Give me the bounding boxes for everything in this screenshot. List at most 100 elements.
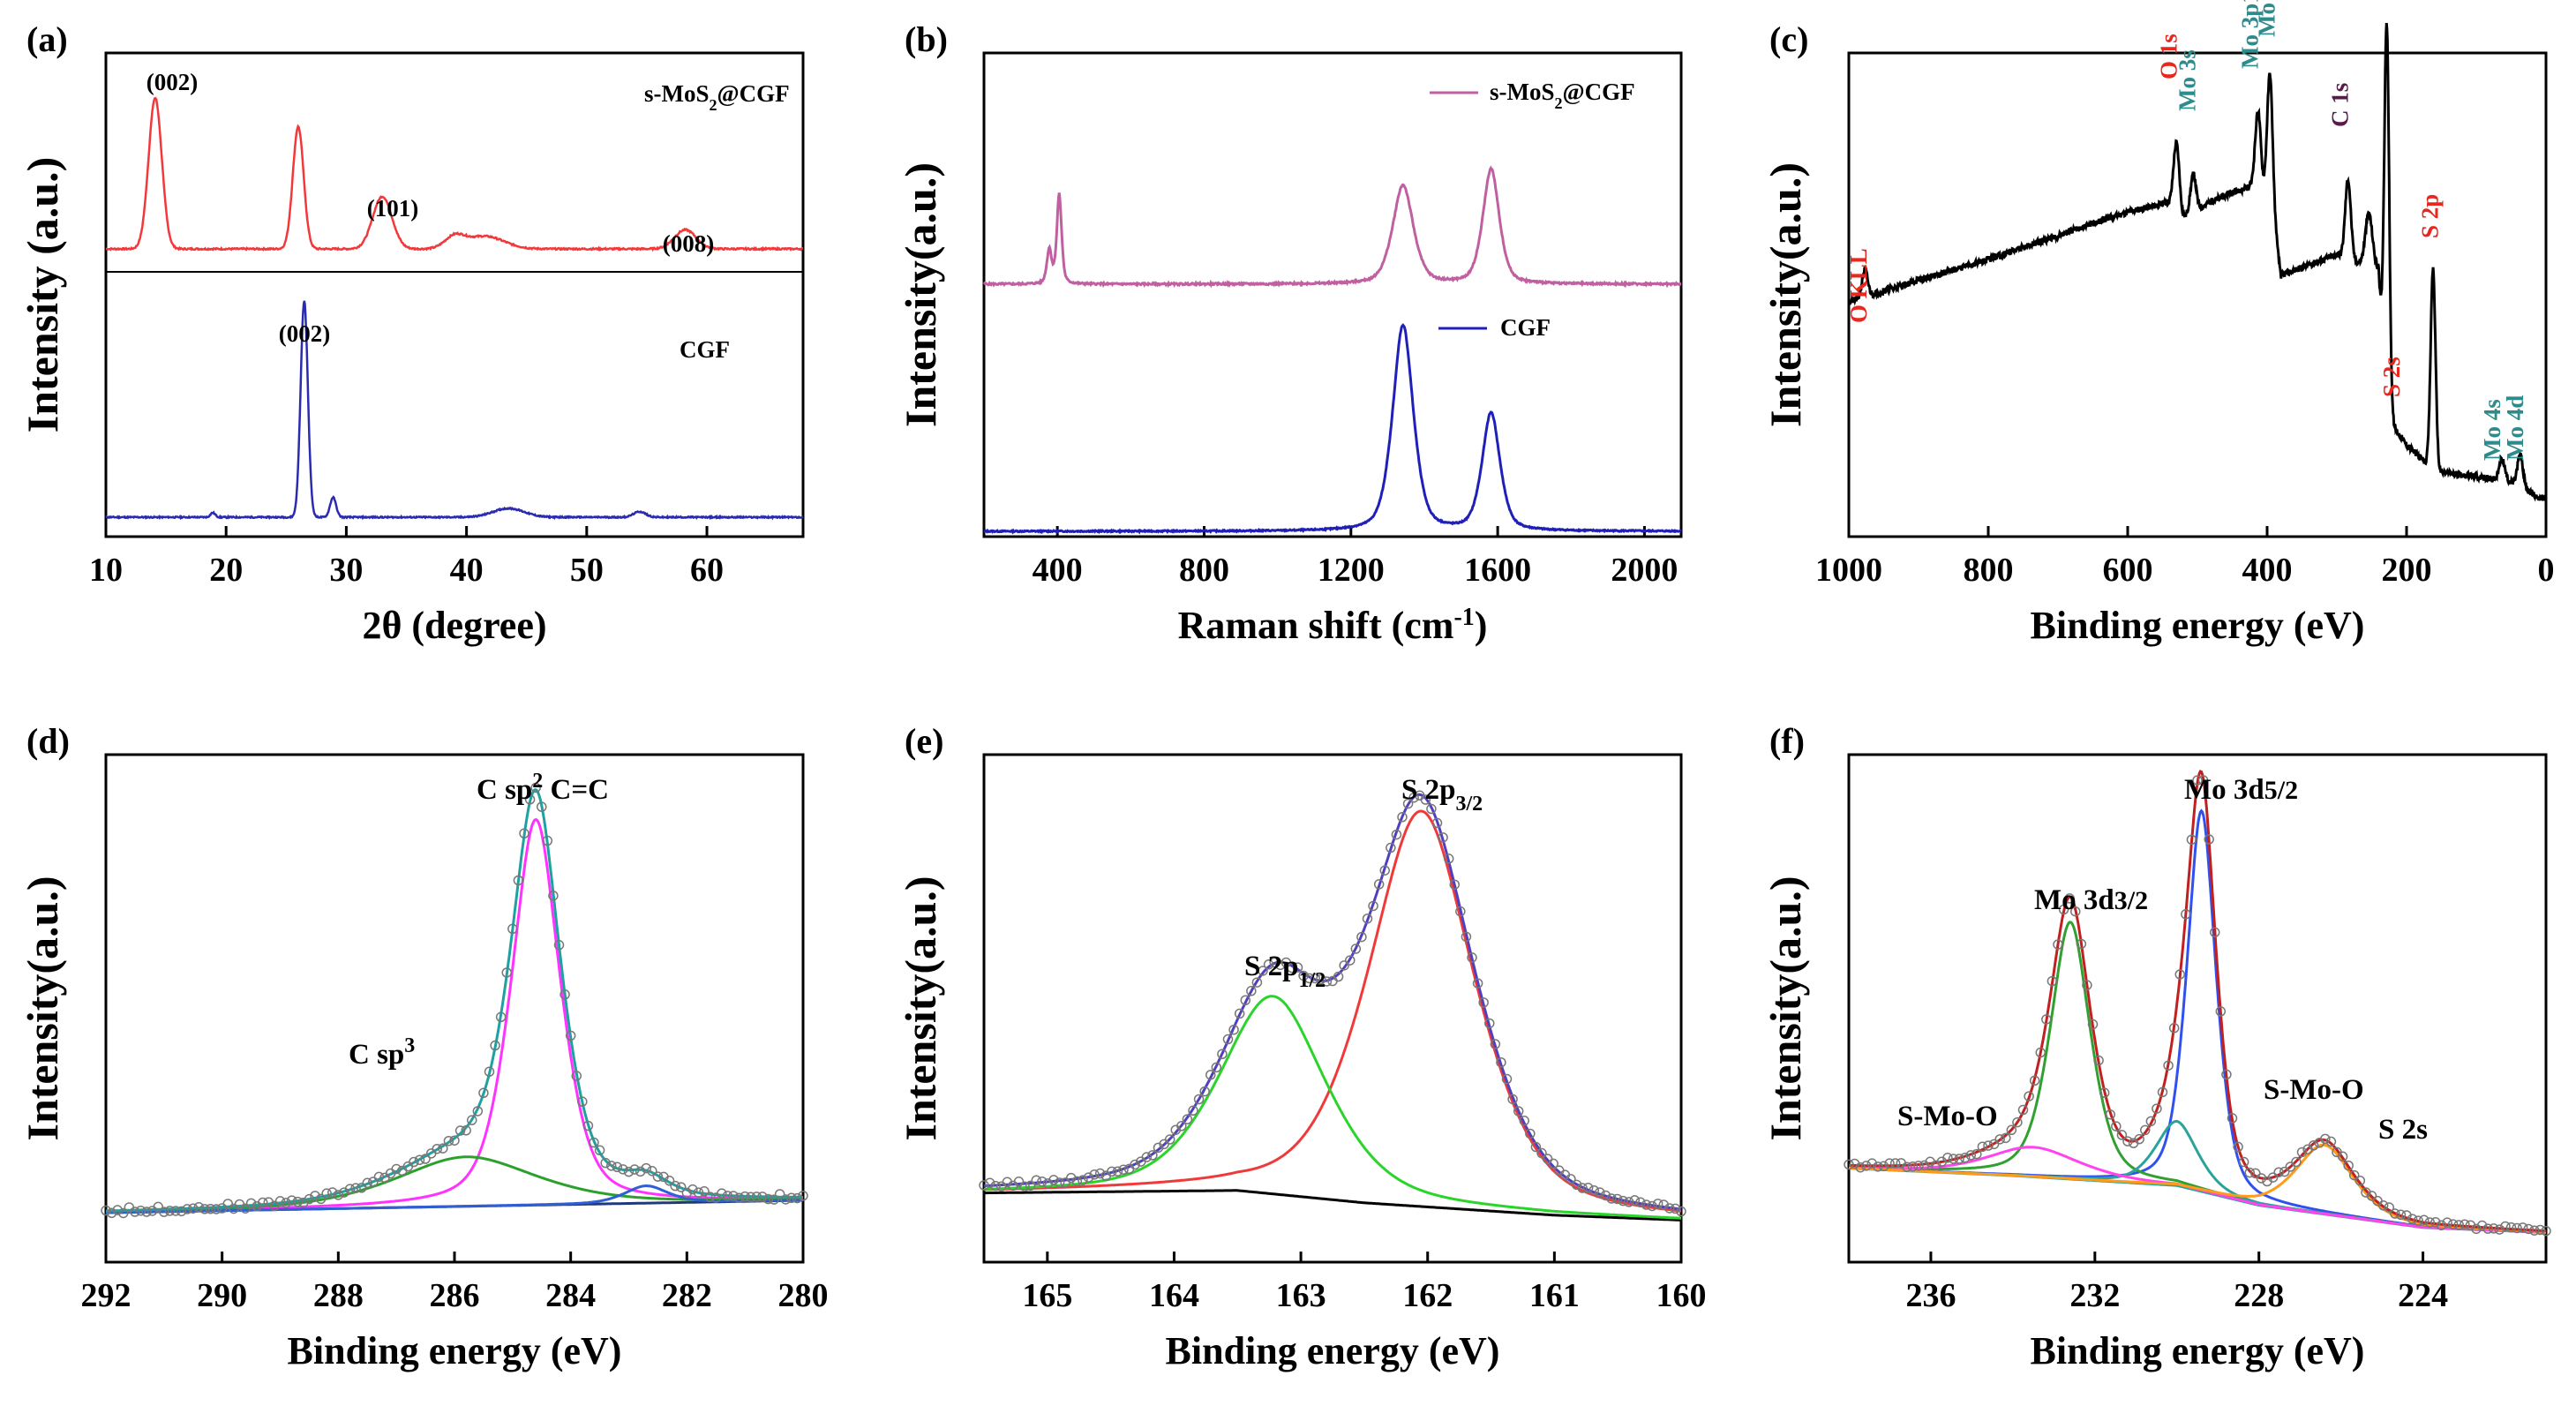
data-point xyxy=(1866,1158,1878,1169)
survey-spectrum-line xyxy=(1847,22,2548,502)
data-point xyxy=(188,1203,199,1214)
data-point xyxy=(2047,975,2058,987)
data-point xyxy=(2215,1006,2227,1017)
data-point xyxy=(979,1180,989,1191)
data-point xyxy=(1600,1190,1611,1201)
peak-label: S 2p xyxy=(2417,194,2444,238)
plot-frame xyxy=(104,51,805,538)
data-point xyxy=(1379,865,1390,876)
data-point xyxy=(1211,1062,1222,1073)
data-point xyxy=(461,1125,471,1136)
data-point xyxy=(432,1143,442,1154)
data-point xyxy=(1054,1177,1065,1188)
data-point xyxy=(1339,960,1349,971)
series-s-mos2-cgf-line xyxy=(105,96,804,252)
panel-e: 165 164 163 162 161 160 (e) Binding energy (eV)… xyxy=(896,721,1707,1372)
data-point xyxy=(2512,1222,2522,1234)
data-point xyxy=(600,1157,611,1169)
data-point xyxy=(373,1171,385,1183)
panel-f: 236 232 228 224 (f) Binding energy (eV) Intens… xyxy=(1761,721,2551,1372)
data-point xyxy=(513,875,524,886)
data-point xyxy=(2186,834,2197,846)
data-point xyxy=(1228,1024,1239,1035)
data-point xyxy=(751,1192,762,1202)
x-tick-label: 292 xyxy=(81,1277,131,1314)
panel-b: 400 800 1200 1600 2000 (b) Raman shift (cm-1) I… xyxy=(896,19,1683,647)
x-tick-label: 164 xyxy=(1149,1277,1199,1314)
fit-component-line xyxy=(106,818,803,1214)
data-point xyxy=(990,1180,1001,1192)
fit-component-line xyxy=(1848,1143,2547,1234)
data-point xyxy=(211,1204,222,1214)
data-point xyxy=(618,1164,628,1175)
data-point xyxy=(2017,1104,2029,1116)
panel-label: (a) xyxy=(26,19,68,59)
x-tick-label: 286 xyxy=(430,1277,480,1314)
data-point xyxy=(623,1166,635,1177)
data-point xyxy=(641,1162,651,1174)
data-point xyxy=(2035,1047,2046,1058)
data-point xyxy=(1368,900,1378,912)
data-point xyxy=(2029,1075,2040,1086)
peak-label: Mo 3d3/2 xyxy=(2034,884,2148,916)
x-tick-label: 224 xyxy=(2398,1277,2448,1314)
data-point xyxy=(984,1177,995,1188)
data-point xyxy=(286,1195,297,1206)
data-point xyxy=(1164,1134,1175,1145)
data-point xyxy=(2273,1167,2284,1177)
x-tick-label: 161 xyxy=(1529,1277,1580,1314)
x-tick-label: 400 xyxy=(1033,552,1083,589)
data-point xyxy=(2197,775,2209,786)
raw-data-points xyxy=(1844,775,2551,1237)
data-point xyxy=(281,1198,291,1208)
data-point xyxy=(1647,1200,1657,1212)
x-tick-label: 800 xyxy=(1179,552,1229,589)
data-point xyxy=(693,1187,704,1198)
data-point xyxy=(1071,1176,1083,1187)
data-point xyxy=(1263,959,1274,970)
data-point xyxy=(1147,1150,1158,1161)
data-point xyxy=(1496,1056,1506,1068)
panel-c: 1000 800 600 400 200 0 (c) Binding energy (eV) I… xyxy=(1761,0,2555,647)
peak-label: (008) xyxy=(663,230,714,257)
legend-s-mos2-cgf: s-MoS2@CGF xyxy=(644,80,790,114)
panel-label: (e) xyxy=(905,721,943,761)
data-point xyxy=(2529,1225,2540,1236)
fit-background-line xyxy=(1848,1167,2546,1234)
data-point xyxy=(1461,931,1472,943)
fit-envelope-line xyxy=(106,788,803,1213)
peak-label: S-Mo-O xyxy=(1897,1101,1998,1132)
data-point xyxy=(1397,812,1408,823)
y-axis-title: Intensity(a.u.) xyxy=(1761,162,1810,427)
data-point xyxy=(362,1177,372,1189)
data-point xyxy=(762,1193,774,1205)
data-point xyxy=(582,1120,594,1132)
data-point xyxy=(1490,1039,1501,1049)
data-point xyxy=(2482,1223,2493,1234)
peak-label: C sp3 xyxy=(349,1034,415,1071)
data-point xyxy=(2168,1023,2180,1034)
data-point xyxy=(1507,1094,1518,1105)
panel-label: (c) xyxy=(1769,19,1808,59)
data-point xyxy=(438,1143,448,1154)
data-point xyxy=(2500,1221,2511,1232)
series-cgf-line xyxy=(105,300,804,521)
data-point xyxy=(2494,1224,2505,1235)
data-point xyxy=(530,782,541,793)
fit-component-line xyxy=(106,1184,803,1214)
data-point xyxy=(699,1186,710,1197)
data-point xyxy=(2105,1109,2115,1120)
data-point xyxy=(112,1205,123,1215)
data-point xyxy=(1977,1141,1988,1153)
data-point xyxy=(676,1182,687,1192)
data-point xyxy=(2233,1141,2243,1153)
data-point xyxy=(2227,1113,2238,1124)
data-point xyxy=(1954,1154,1964,1164)
x-tick-label: 1600 xyxy=(1464,552,1531,589)
data-point xyxy=(106,1207,117,1219)
data-point xyxy=(1618,1195,1628,1207)
data-point xyxy=(1037,1176,1048,1187)
data-point xyxy=(327,1187,338,1198)
data-point xyxy=(2041,1014,2052,1025)
data-point xyxy=(501,967,512,978)
